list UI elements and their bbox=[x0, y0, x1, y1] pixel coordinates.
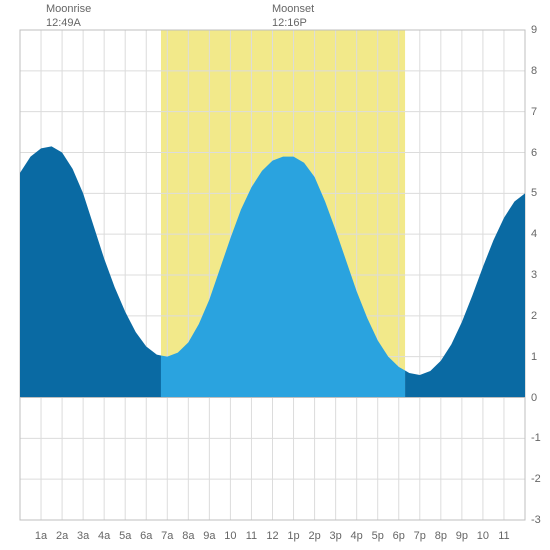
x-tick-label: 5p bbox=[372, 530, 384, 542]
moonrise-label: Moonrise bbox=[46, 2, 91, 16]
moonset-time: 12:16P bbox=[272, 16, 314, 30]
x-tick-label: 1a bbox=[35, 530, 47, 542]
x-tick-label: 2p bbox=[308, 530, 320, 542]
x-tick-label: 6a bbox=[140, 530, 152, 542]
annotation-moonrise: Moonrise 12:49A bbox=[46, 2, 91, 31]
x-tick-label: 9p bbox=[456, 530, 468, 542]
y-tick-label: 9 bbox=[531, 24, 549, 36]
y-tick-label: 2 bbox=[531, 310, 549, 322]
y-tick-label: 4 bbox=[531, 228, 549, 240]
y-tick-label: -3 bbox=[531, 514, 549, 526]
x-tick-label: 11 bbox=[246, 530, 257, 542]
y-tick-label: -2 bbox=[531, 473, 549, 485]
x-tick-label: 7a bbox=[161, 530, 173, 542]
x-tick-label: 6p bbox=[393, 530, 405, 542]
x-tick-label: 11 bbox=[498, 530, 509, 542]
x-tick-label: 9a bbox=[203, 530, 215, 542]
x-tick-label: 8p bbox=[435, 530, 447, 542]
moonrise-time: 12:49A bbox=[46, 16, 91, 30]
x-tick-label: 7p bbox=[414, 530, 426, 542]
tide-chart: Moonrise 12:49A Moonset 12:16P -3-2-1012… bbox=[0, 0, 550, 550]
y-tick-label: 6 bbox=[531, 147, 549, 159]
chart-svg bbox=[0, 0, 550, 550]
x-tick-label: 10 bbox=[224, 530, 236, 542]
x-tick-label: 4a bbox=[98, 530, 110, 542]
y-tick-label: 0 bbox=[531, 392, 549, 404]
x-tick-label: 2a bbox=[56, 530, 68, 542]
y-tick-label: 1 bbox=[531, 351, 549, 363]
x-tick-label: 3p bbox=[330, 530, 342, 542]
x-tick-label: 5a bbox=[119, 530, 131, 542]
y-tick-label: 8 bbox=[531, 65, 549, 77]
moonset-label: Moonset bbox=[272, 2, 314, 16]
y-tick-label: 3 bbox=[531, 269, 549, 281]
x-tick-label: 3a bbox=[77, 530, 89, 542]
annotation-moonset: Moonset 12:16P bbox=[272, 2, 314, 31]
y-tick-label: -1 bbox=[531, 432, 549, 444]
x-tick-label: 1p bbox=[287, 530, 299, 542]
x-tick-label: 10 bbox=[477, 530, 489, 542]
x-tick-label: 8a bbox=[182, 530, 194, 542]
x-tick-label: 4p bbox=[351, 530, 363, 542]
x-tick-label: 12 bbox=[266, 530, 278, 542]
y-tick-label: 7 bbox=[531, 106, 549, 118]
y-tick-label: 5 bbox=[531, 187, 549, 199]
